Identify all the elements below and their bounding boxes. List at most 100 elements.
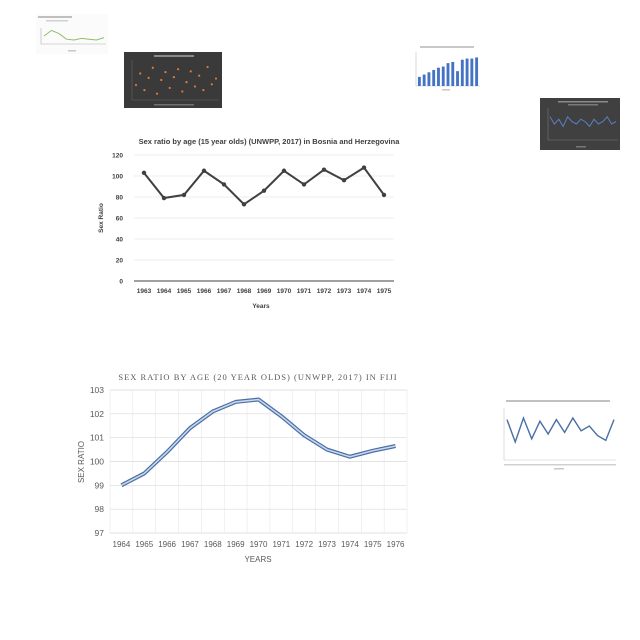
x-tick-label: 1966 [197,288,212,295]
thumbnail-chart-5[interactable] [494,398,620,472]
y-tick-label: 20 [116,258,124,265]
thumbnail-bar [446,63,450,86]
series-line [143,166,385,206]
y-tick-label: 40 [116,237,124,244]
thumbnail-point [143,88,146,92]
x-tick-label: 1967 [181,540,199,549]
thumbnail-series-line [549,115,617,128]
thumbnail-point [147,76,150,79]
thumbnail-point [139,72,142,75]
chart-title: SEX RATIO BY AGE (20 YEAR OLDS) (UNWPP, … [118,372,397,382]
x-tick-label: 1963 [137,288,152,295]
x-tick-label: 1968 [237,288,252,295]
thumbnail-point [202,88,205,92]
x-tick-label: 1974 [341,540,359,549]
data-point [301,182,307,187]
thumbnail-point [193,85,197,88]
x-tick-label: 1966 [158,540,176,549]
x-tick-label: 1964 [157,288,172,295]
thumbnail-bar [456,71,459,86]
thumbnail-title-line [154,55,194,57]
y-tick-label: 101 [90,433,104,443]
fiji-sex-ratio-chart: SEX RATIO BY AGE (20 YEAR OLDS) (UNWPP, … [77,372,408,564]
thumbnail-subtitle-line [46,20,68,22]
x-tick-label: 1965 [177,288,192,295]
x-tick-label: 1967 [217,288,232,295]
y-tick-label: 97 [95,528,105,538]
x-tick-label: 1974 [357,288,372,295]
thumbnail-point [177,68,180,71]
thumbnail-chart-2-svg [131,55,219,106]
thumbnail-point [181,90,184,93]
x-tick-label: 1969 [257,288,272,295]
x-tick-label: 1976 [387,540,405,549]
x-tick-label: 1975 [364,540,382,549]
gridlines [134,154,394,282]
data-point [281,168,287,173]
x-tick-label: 1975 [377,288,392,295]
y-tick-label: 0 [119,279,123,286]
x-tick-label: 1969 [227,540,245,549]
thumbnail-chart-3[interactable] [410,44,482,92]
thumbnail-point [134,83,138,87]
x-tick-labels: 1964 1965 1966 1967 1968 1969 1970 1971 1972 1973… [113,540,406,549]
thumbnail-point [198,74,201,77]
bosnia-sex-ratio-chart: Sex ratio by age (15 year olds) (UNWPP, … [98,137,400,310]
x-tick-label: 1968 [204,540,222,549]
x-tick-label: 1973 [318,540,336,549]
thumbnail-point [151,66,154,69]
thumbnail-chart-3-svg [415,46,480,91]
x-tick-label: 1964 [113,540,131,549]
thumbnail-point [160,78,163,82]
x-tick-labels: 1963 1964 1965 1966 1967 1968 1969 1970 1971 1972… [137,288,392,295]
y-tick-label: 120 [112,153,123,160]
x-axis-label: YEARS [244,555,271,564]
data-point [241,202,247,207]
thumbnail-chart-2[interactable] [124,52,222,108]
thumbnail-chart-4-svg [547,101,618,148]
thumbnail-chart-4[interactable] [540,98,620,150]
y-tick-labels: 97 98 99 100 101 102 103 [90,385,104,538]
thumbnail-chart-1[interactable] [36,14,108,54]
thumbnail-xticks-line [504,464,616,466]
y-tick-label: 98 [95,504,105,514]
x-tick-label: 1971 [297,288,312,295]
thumbnail-bar [427,72,431,86]
thumbnail-point [168,86,171,90]
x-axis-label: Years [252,303,270,310]
x-tick-label: 1965 [135,540,153,549]
y-tick-label: 100 [112,174,123,181]
thumbnail-xlabel-line [576,146,586,148]
y-axis-label: SEX RATIO [77,441,86,483]
thumbnail-bar [475,57,479,86]
thumbnail-title-line [420,46,474,48]
data-point [341,178,347,183]
data-point [361,165,367,170]
x-tick-label: 1970 [277,288,292,295]
thumbnail-bar [451,62,455,86]
x-tick-label: 1971 [272,540,290,549]
y-tick-label: 100 [90,457,104,467]
thumbnail-bar [460,59,464,86]
thumbnail-point [210,83,213,86]
series-line-outline [120,397,396,488]
y-tick-label: 103 [90,385,104,395]
thumbnail-xlabel-line [68,50,76,52]
y-tick-labels: 0 20 40 60 80 100 120 [112,153,123,286]
data-point [381,192,387,198]
x-tick-label: 1970 [250,540,268,549]
x-tick-label: 1973 [337,288,352,295]
data-point [181,192,187,198]
thumbnail-title-line [38,16,72,18]
thumbnail-point [206,65,209,69]
thumbnail-point [172,76,175,79]
thumbnail-bar [432,70,436,86]
thumbnail-title-line [506,400,610,402]
thumbnail-bars [417,57,479,86]
thumbnail-xlabel-line [442,89,450,91]
y-tick-label: 60 [116,216,124,223]
thumbnail-bar [417,76,421,86]
thumbnail-series-line [43,29,105,41]
thumbnail-bar [470,58,474,86]
thumbnail-point [214,77,218,80]
